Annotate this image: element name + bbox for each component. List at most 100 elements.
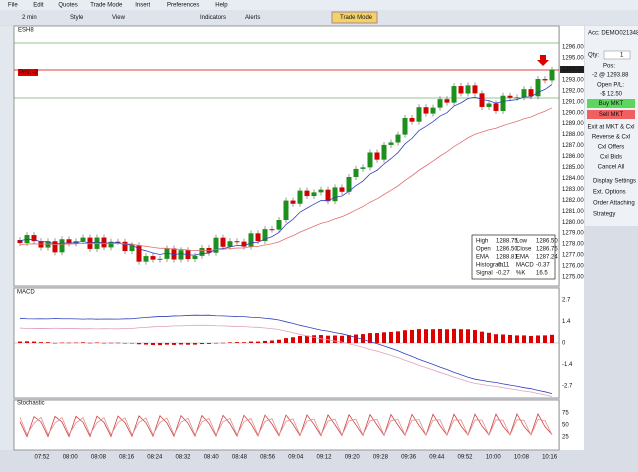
info-cell: 1288.75 [496,239,518,245]
action-button[interactable]: Reverse & Cxl [592,135,630,141]
histogram-bar [130,343,134,344]
action-button[interactable]: Exit at MKT & Cxl [588,125,635,131]
candle [388,142,394,145]
trade-mode-button[interactable] [331,11,378,24]
toolbar [0,10,638,25]
price-label: 1293.00 [562,77,584,83]
ema-fast [19,84,553,256]
candle [108,241,114,248]
qty: 1 [620,53,624,59]
candle [150,256,156,260]
candle [367,152,373,168]
info-cell: High [476,239,488,245]
macd-axis: 0 [562,341,566,347]
candle [122,241,128,252]
candle [45,241,51,248]
info-cell: 16.5 [536,271,548,277]
action-button[interactable]: Cxl Bids [600,155,622,161]
time-label: 08:56 [260,455,276,461]
menu-item[interactable]: Edit [33,3,44,9]
panel-menu[interactable]: Display Settings [593,179,636,185]
histogram-bar [200,343,204,345]
histogram-bar [305,335,309,343]
candle [262,229,268,242]
candle [444,99,450,103]
histogram-bar [487,332,491,343]
label: Qty: [588,53,599,59]
macd-axis: 2.7 [562,298,571,304]
histogram-bar [95,342,99,343]
time-label: 10:16 [542,455,558,461]
histogram-bar [494,334,498,343]
histogram-bar [333,335,337,343]
histogram-bar [403,330,407,343]
toolbar-button[interactable]: Alerts [245,15,260,21]
menu-item[interactable]: Help [215,3,228,9]
sell-button[interactable] [587,110,635,119]
candle [395,134,401,143]
toolbar-button[interactable]: Indicators [200,15,226,21]
candle [416,107,422,122]
toolbar-button[interactable]: View [112,15,126,21]
last-price-bg [560,66,584,73]
panel-menu[interactable]: Strategy [593,212,615,218]
candle [549,69,555,81]
candle [171,248,177,260]
panel-menu[interactable]: Order Attaching [593,201,635,207]
stochastic-panel [13,399,560,451]
histogram-bar [235,342,239,343]
action-button[interactable]: Cancel All [598,165,625,171]
candle [304,190,310,197]
candle [129,245,135,252]
histogram-bar [74,342,78,344]
candle [514,97,520,99]
menu-item[interactable]: File [8,3,18,9]
toolbar-button[interactable]: Trade Mode [340,15,373,21]
histogram-bar [375,333,379,343]
menu-item[interactable]: Preferences [167,3,199,9]
info-cell: EMA [476,255,489,261]
buy-button[interactable] [587,99,635,108]
info-cell: 1286.75 [536,247,558,253]
action-button[interactable]: Cxl Offers [598,145,625,151]
histogram-bar [508,334,512,343]
candle [353,168,359,178]
price-label: 1275.00 [562,275,584,281]
price-label: 1285.00 [562,165,584,171]
qty-box[interactable] [603,50,631,60]
candle [311,192,317,197]
menu-item[interactable]: Trade Mode [90,3,123,9]
histogram-bar [417,329,421,343]
price-label: 1291.00 [562,99,584,105]
info-cell: -0.11 [496,263,510,269]
interval[interactable]: 2 min [22,15,37,21]
histogram-bar [242,342,246,343]
histogram-bar [459,329,463,343]
info-cell: EMA [516,255,529,261]
time-label: 09:20 [345,455,361,461]
histogram-bar [284,338,288,343]
histogram-bar [424,329,428,343]
macd-axis: -2.7 [562,384,573,390]
candle [283,200,289,220]
histogram-bar [501,334,505,343]
time-label: 08:32 [175,455,191,461]
candle [430,107,436,114]
menu-item[interactable]: Quotes [58,3,77,9]
histogram-bar [361,334,365,343]
candle [80,237,86,242]
panel-menu[interactable]: Ext. Options [593,190,626,196]
candle [17,240,23,244]
buy-label: Buy MKT [599,101,624,107]
sell-label: Sell MKT [599,112,624,118]
price-label: 1289.00 [562,121,584,127]
toolbar-button[interactable]: Style [70,15,84,21]
info-cell: 1288.81 [496,255,518,261]
histogram-bar [396,331,400,343]
histogram-bar [67,342,71,344]
price-label: 1281.00 [562,209,584,215]
histogram-bar [543,335,547,343]
menu-item[interactable]: Insert [135,3,150,9]
histogram-bar [137,343,141,345]
